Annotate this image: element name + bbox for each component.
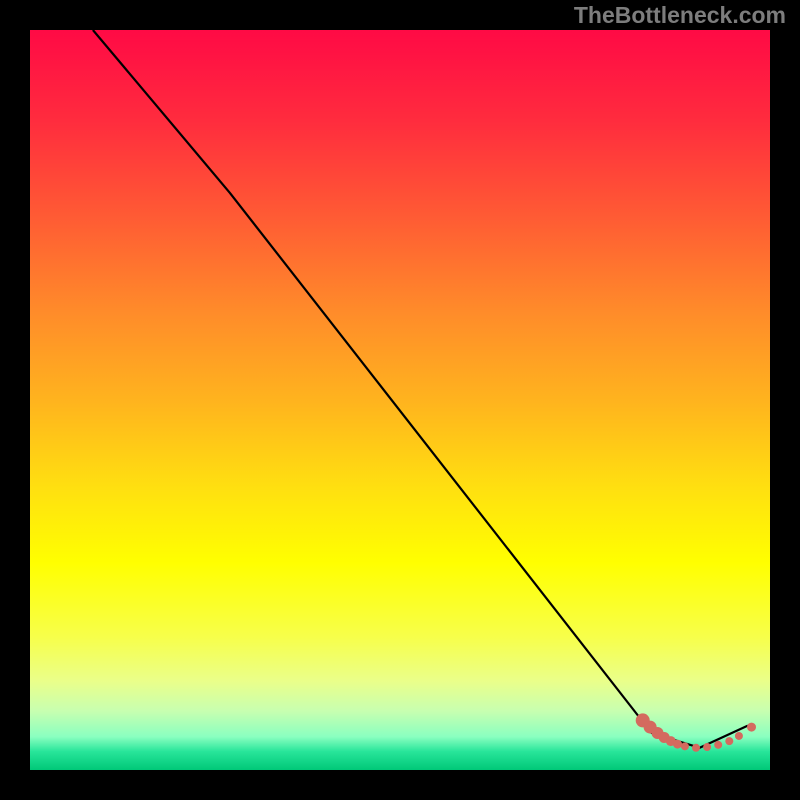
data-marker [703, 743, 711, 751]
data-marker [673, 740, 682, 749]
data-marker [725, 737, 733, 745]
watermark-text: TheBottleneck.com [574, 2, 786, 29]
data-marker [747, 723, 756, 732]
gradient-background [30, 30, 770, 770]
data-marker [735, 732, 743, 740]
data-marker [681, 742, 689, 750]
plot-svg [30, 30, 770, 770]
plot-area [30, 30, 770, 770]
chart-stage: TheBottleneck.com [0, 0, 800, 800]
data-marker [692, 744, 700, 752]
data-marker [714, 741, 722, 749]
